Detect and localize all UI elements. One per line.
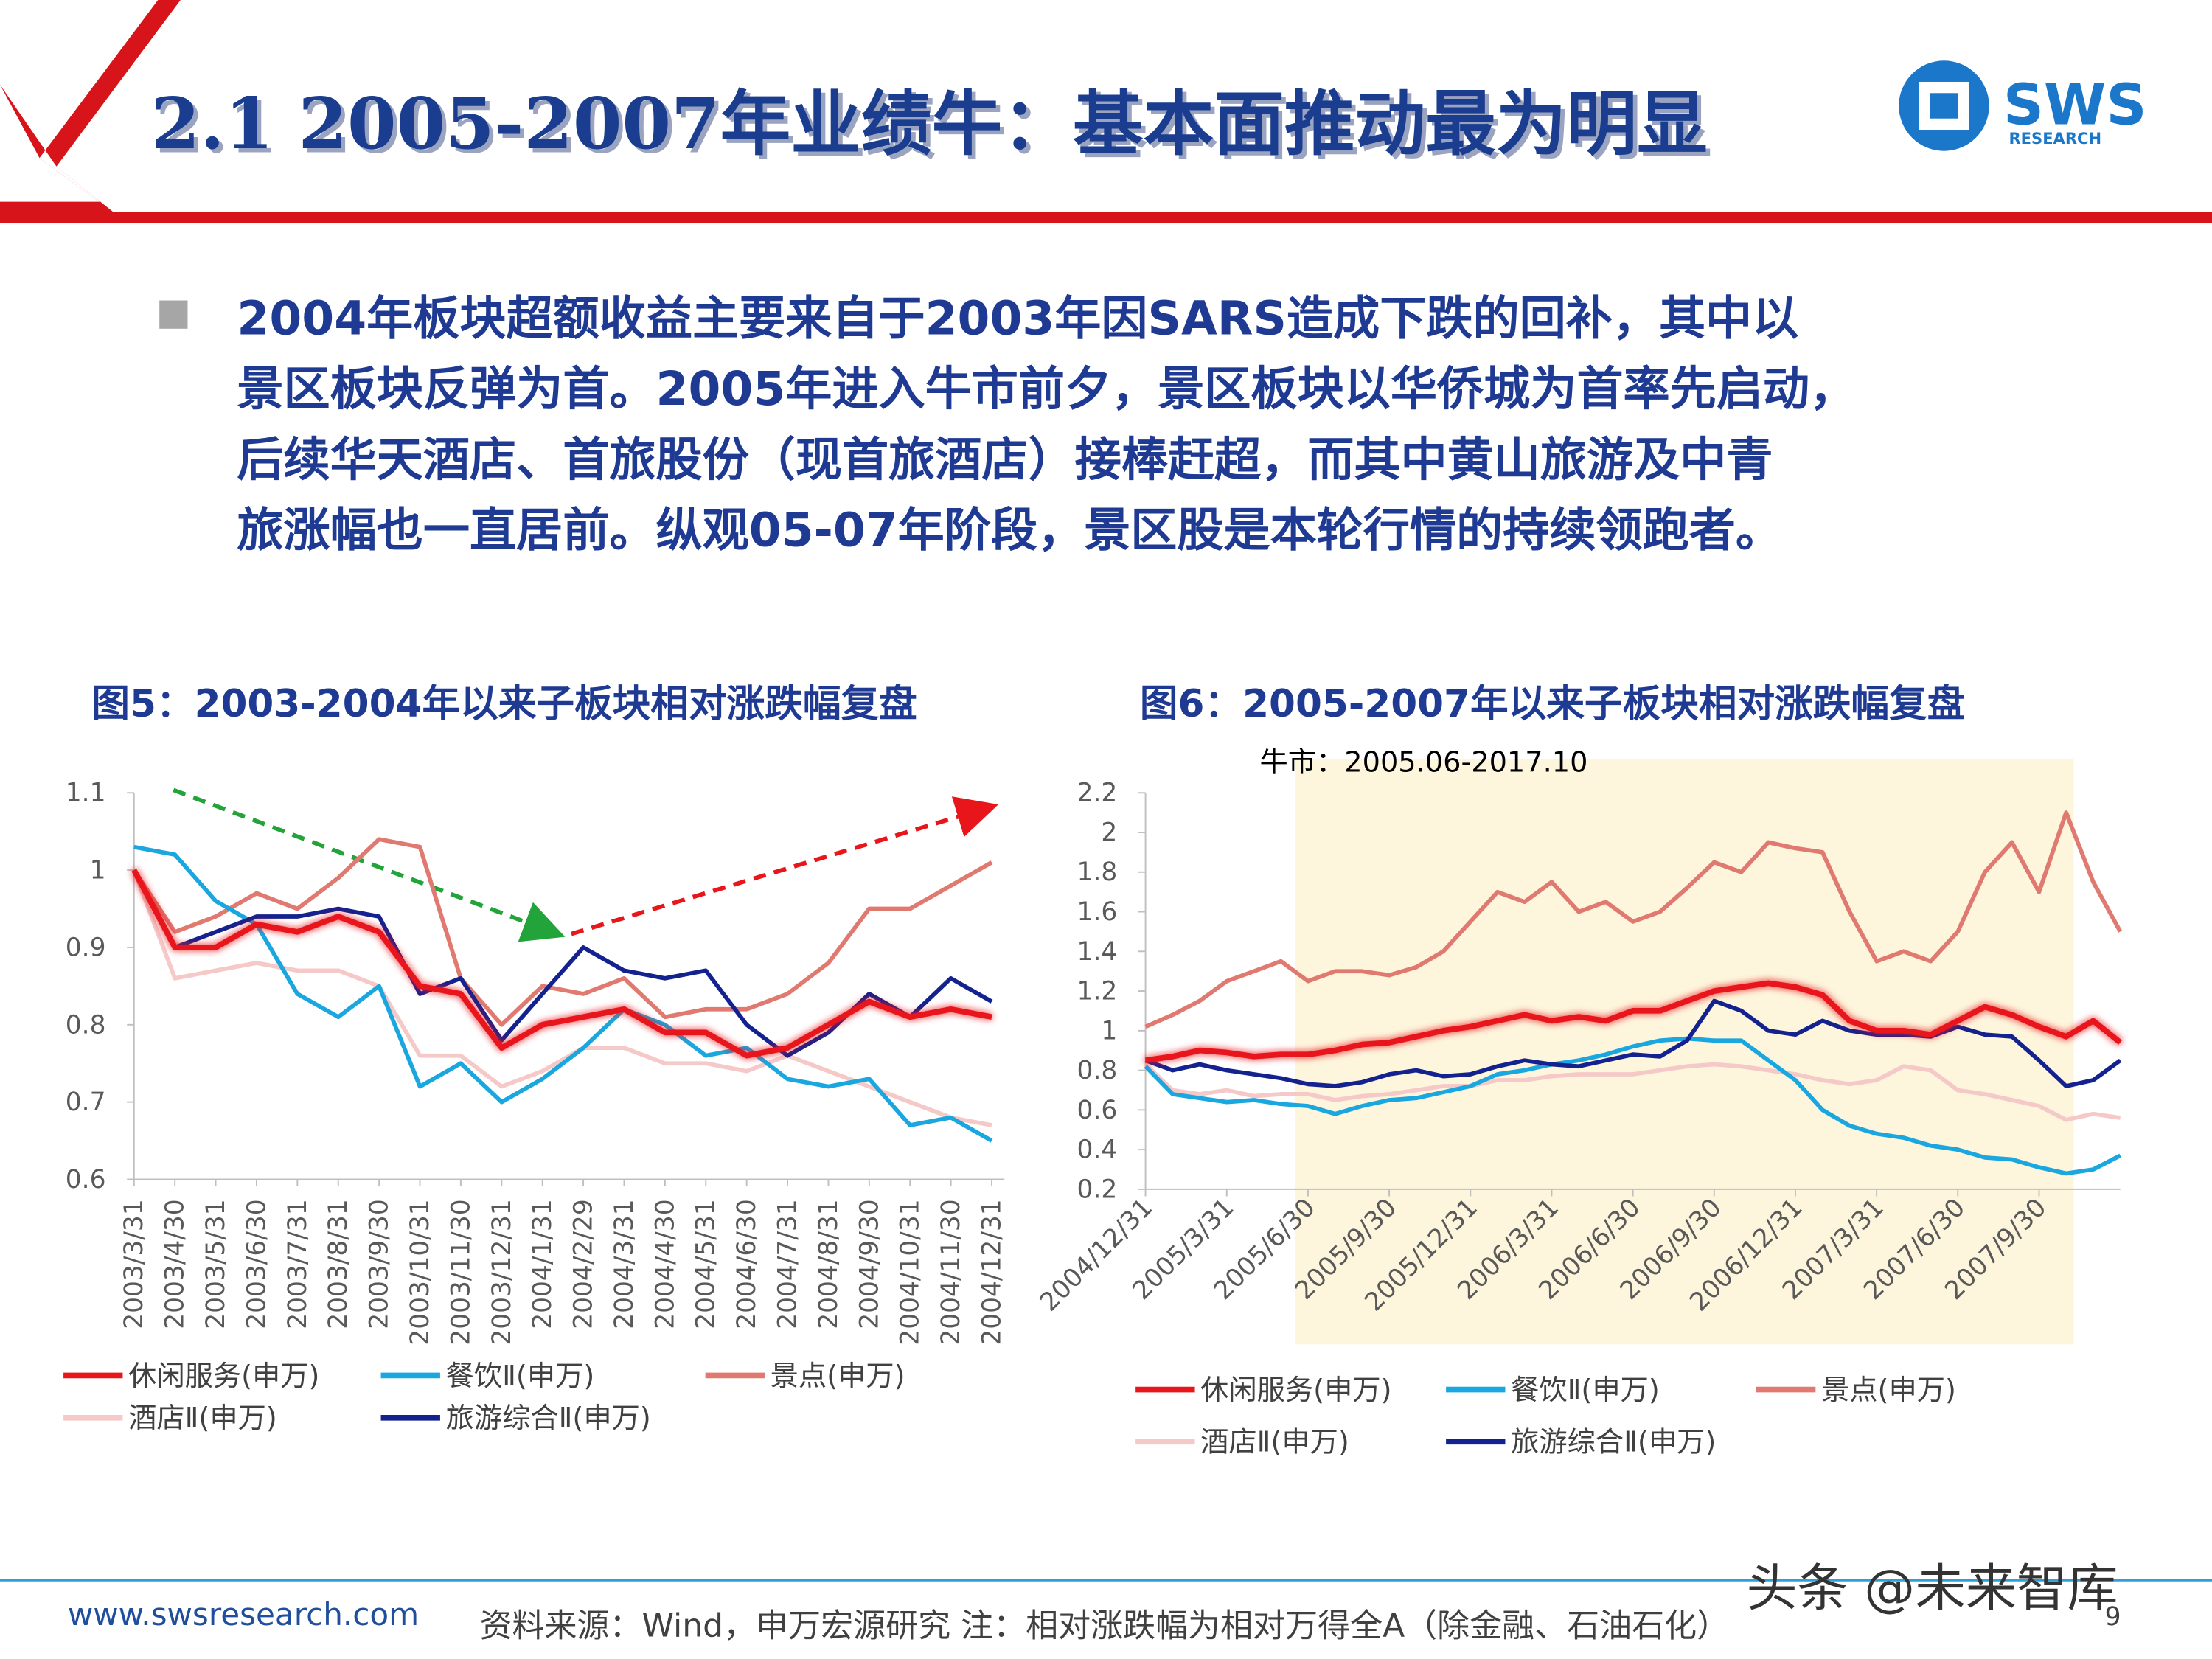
x-tick-label: 2004/1/31 bbox=[528, 1199, 557, 1329]
y-tick-label: 0.9 bbox=[66, 933, 106, 962]
logo: SWS RESEARCH bbox=[1899, 60, 2147, 151]
x-tick-label: 2003/6/30 bbox=[242, 1199, 271, 1329]
series-line bbox=[132, 869, 992, 1127]
chart-title: 图5：2003-2004年以来子板块相对涨跌幅复盘 bbox=[91, 682, 917, 726]
title-shadow: 2.1 2005-2007年业绩牛：基本面推动最为明显 bbox=[155, 86, 1711, 170]
bullet-line: 2004年板块超额收益主要来自于2003年因SARS造成下跌的回补，其中以 bbox=[237, 291, 1798, 345]
bullet-line: 旅涨幅也一直居前。纵观05-07年阶段，景区股是本轮行情的持续领跑者。 bbox=[237, 502, 1782, 557]
logo-sub: RESEARCH bbox=[2008, 129, 2101, 147]
x-tick-label: 2003/5/31 bbox=[201, 1199, 231, 1329]
legend-label: 景点(申万) bbox=[1821, 1374, 1956, 1407]
legend-label: 酒店Ⅱ(申万) bbox=[128, 1402, 277, 1435]
logo-core bbox=[1930, 93, 1958, 119]
x-tick-label: 2003/9/30 bbox=[365, 1199, 394, 1329]
y-tick-label: 1.8 bbox=[1077, 858, 1118, 887]
x-tick-label: 2003/10/31 bbox=[406, 1199, 435, 1345]
x-tick-label: 2004/3/31 bbox=[610, 1199, 639, 1329]
header-inner2 bbox=[0, 84, 99, 202]
y-tick-label: 1.6 bbox=[1077, 897, 1118, 927]
legend-label: 休闲服务(申万) bbox=[128, 1360, 319, 1393]
x-tick-label: 2004/12/31 bbox=[978, 1199, 1007, 1345]
y-tick-label: 1 bbox=[1101, 1016, 1117, 1046]
series-line bbox=[132, 837, 993, 1027]
legend-label: 休闲服务(申万) bbox=[1200, 1374, 1391, 1407]
logo-text: SWS bbox=[2003, 72, 2147, 138]
source: 资料来源：Wind，申万宏源研究 注：相对涨跌幅为相对万得全A（除金融、石油石化… bbox=[480, 1607, 1730, 1644]
bullet-square bbox=[159, 300, 188, 329]
y-tick-label: 0.6 bbox=[66, 1165, 106, 1194]
x-tick-label: 2003/11/30 bbox=[446, 1199, 476, 1345]
legend-label: 餐饮Ⅱ(申万) bbox=[1511, 1374, 1660, 1407]
annotation: 牛市：2005.06-2017.10 bbox=[1260, 746, 1588, 779]
y-tick-label: 1.4 bbox=[1077, 937, 1118, 967]
x-tick-label: 2003/3/31 bbox=[119, 1199, 149, 1329]
y-tick-label: 1 bbox=[90, 856, 106, 886]
x-tick-label: 2004/7/31 bbox=[773, 1199, 803, 1329]
legend-label: 餐饮Ⅱ(申万) bbox=[446, 1360, 595, 1393]
y-tick-label: 1.1 bbox=[66, 779, 106, 808]
bull-market-shade bbox=[1295, 759, 2074, 1345]
y-tick-label: 1.2 bbox=[1077, 977, 1118, 1006]
y-tick-label: 2.2 bbox=[1077, 779, 1118, 808]
series-line bbox=[131, 869, 992, 1059]
arrow-up bbox=[571, 796, 999, 936]
watermark: 头条 @未来智库 bbox=[1747, 1559, 2118, 1618]
y-tick-label: 0.7 bbox=[66, 1088, 106, 1117]
x-tick-label: 2004/5/31 bbox=[692, 1199, 721, 1329]
y-tick-label: 0.8 bbox=[66, 1010, 106, 1040]
series-line bbox=[1144, 810, 2123, 1029]
x-tick-label: 2004/4/30 bbox=[650, 1199, 680, 1329]
bullet-line: 景区板块反弹为首。2005年进入牛市前夕，景区板块以华侨城为首率先启动， bbox=[237, 361, 1856, 416]
series-line bbox=[1144, 998, 2122, 1088]
arrow-down bbox=[173, 787, 566, 942]
y-tick-label: 2 bbox=[1101, 818, 1117, 847]
series-line bbox=[1144, 1036, 2121, 1176]
slide-title: 2.1 2005-2007年业绩牛：基本面推动最为明显 bbox=[151, 82, 1708, 165]
x-tick-label: 2004/11/30 bbox=[936, 1199, 966, 1345]
legend-label: 景点(申万) bbox=[771, 1360, 905, 1393]
page-number: 9 bbox=[2105, 1602, 2121, 1632]
x-tick-label: 2003/4/30 bbox=[161, 1199, 190, 1329]
series-line bbox=[133, 844, 993, 1143]
legend-label: 旅游综合Ⅱ(申万) bbox=[446, 1402, 651, 1435]
y-tick-label: 0.4 bbox=[1077, 1135, 1118, 1165]
series-line bbox=[1145, 980, 2123, 1063]
y-tick-label: 0.2 bbox=[1077, 1175, 1118, 1204]
x-tick-label: 2004/2/29 bbox=[569, 1199, 599, 1329]
y-tick-label: 0.6 bbox=[1077, 1096, 1118, 1125]
x-tick-label: 2004/9/30 bbox=[855, 1199, 884, 1329]
x-tick-label: 2003/12/31 bbox=[487, 1199, 517, 1345]
x-tick-label: 2003/7/31 bbox=[283, 1199, 313, 1329]
x-tick-label: 2004/10/31 bbox=[896, 1199, 925, 1345]
x-tick-label: 2003/8/31 bbox=[324, 1199, 353, 1329]
bullet-text: 2004年板块超额收益主要来自于2003年因SARS造成下跌的回补，其中以景区板… bbox=[237, 291, 1856, 557]
chart-title: 图6：2005-2007年以来子板块相对涨跌幅复盘 bbox=[1140, 682, 1965, 726]
legend-label: 酒店Ⅱ(申万) bbox=[1200, 1426, 1349, 1459]
website: www.swsresearch.com bbox=[68, 1596, 419, 1632]
x-tick-label: 2004/8/31 bbox=[814, 1199, 844, 1329]
series-line bbox=[1144, 1062, 2121, 1122]
bullet-line: 后续华天酒店、首旅股份（现首旅酒店）接棒赶超，而其中黄山旅游及中青 bbox=[237, 432, 1773, 487]
x-tick-label: 2004/6/30 bbox=[732, 1199, 762, 1329]
y-tick-label: 0.8 bbox=[1077, 1056, 1118, 1085]
legend-label: 旅游综合Ⅱ(申万) bbox=[1511, 1426, 1716, 1459]
